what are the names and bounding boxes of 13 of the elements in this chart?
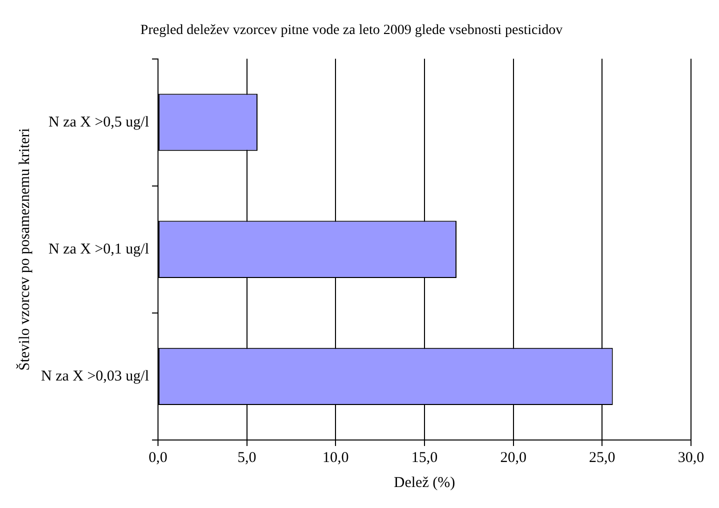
y-tick-label: N za X >0,1 ug/l: [48, 241, 150, 258]
y-axis-title: Število vzorcev po posameznemu kriteri: [16, 128, 33, 371]
x-tick-label: 0,0: [148, 450, 168, 466]
x-tick-label: 20,0: [500, 450, 526, 466]
x-tick-label: 30,0: [678, 450, 704, 466]
x-tick-label: 5,0: [237, 450, 256, 466]
y-tick-label: N za X >0,03 ug/l: [40, 368, 150, 384]
x-tick-label: 10,0: [322, 450, 349, 466]
y-tick-label: N za X >0,5 ug/l: [48, 114, 150, 130]
x-tick-label: 25,0: [589, 450, 616, 466]
chart-title: Pregled deležev vzorcev pitne vode za leto 2009 glede vsebnosti pesticidov: [140, 23, 563, 38]
x-axis-title: Delež (%): [394, 474, 456, 491]
x-tick-label: 15,0: [411, 450, 438, 466]
